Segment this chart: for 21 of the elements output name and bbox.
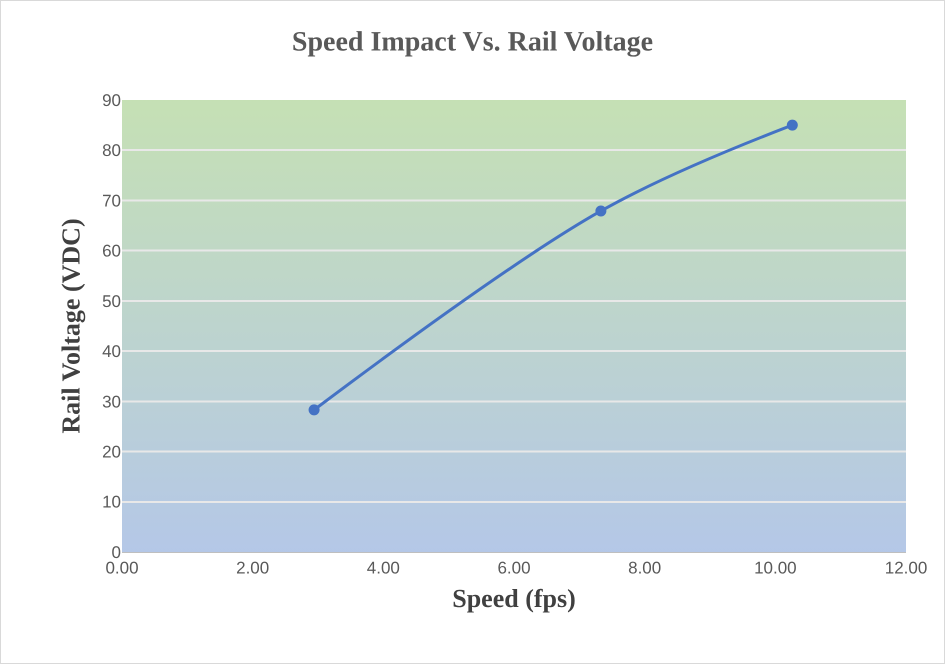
y-axis-title: Rail Voltage (VDC) [56, 218, 86, 434]
point [308, 404, 320, 416]
y-tick-label: 70 [102, 191, 121, 210]
y-tick-label: 20 [102, 442, 121, 462]
y-tick-label: 50 [102, 292, 121, 311]
chart-title: Speed Impact Vs. Rail Voltage [292, 26, 654, 58]
x-tick-label: 12.00 [884, 558, 928, 578]
point [786, 120, 798, 131]
y-tick-label: 60 [102, 242, 121, 261]
y-tick-label: 10 [102, 492, 121, 512]
y-tick-label: 30 [102, 392, 121, 412]
x-tick-label: 6.00 [497, 558, 531, 578]
x-axis-title: Speed (fps) [452, 584, 576, 614]
y-tick-label: 90 [102, 90, 121, 110]
y-tick-label: 80 [102, 141, 121, 160]
point [595, 205, 606, 216]
x-tick-label: 4.00 [366, 558, 400, 578]
y-tick-label: 40 [102, 342, 121, 362]
x-tick-label: 8.00 [628, 558, 662, 578]
x-tick-label: 10.00 [754, 558, 797, 578]
x-tick-label: 2.00 [236, 558, 270, 578]
